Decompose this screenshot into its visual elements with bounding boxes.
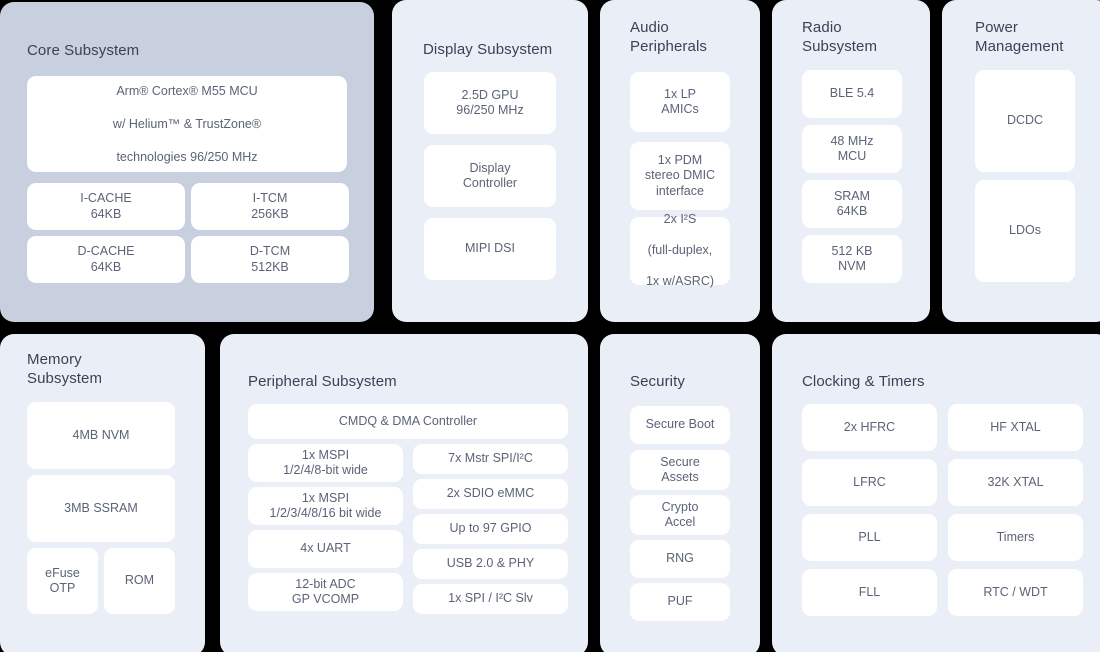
panel-title-core-subsystem: Core Subsystem — [27, 42, 140, 59]
card-efuse-otp: eFuse OTP — [27, 548, 98, 614]
card-mcu-line-3: technologies 96/250 MHz — [116, 149, 258, 164]
card-timers: Timers — [948, 514, 1083, 561]
card-mcu-line-2: w/ Helium™ & TrustZone® — [112, 116, 262, 131]
card-rtc-wdt: RTC / WDT — [948, 569, 1083, 616]
panel-radio-subsystem: Radio Subsystem BLE 5.4 48 MHz MCU SRAM … — [772, 0, 930, 322]
card-adc-vcomp: 12-bit ADC GP VCOMP — [248, 573, 403, 611]
card-rng: RNG — [630, 540, 730, 578]
card-usb-phy: USB 2.0 & PHY — [413, 549, 568, 579]
card-d-cache: D-CACHE 64KB — [27, 236, 185, 283]
card-4mb-nvm: 4MB NVM — [27, 402, 175, 469]
panel-title-power-management: Power Management — [975, 19, 1064, 55]
panel-title-security: Security — [630, 373, 685, 390]
card-sdio-emmc: 2x SDIO eMMC — [413, 479, 568, 509]
panel-peripheral-subsystem: Peripheral Subsystem CMDQ & DMA Controll… — [220, 334, 588, 652]
card-pdm-dmic: 1x PDM stereo DMIC interface — [630, 142, 730, 210]
card-arm-cortex-m55-mcu: Arm® Cortex® M55 MCU w/ Helium™ & TrustZ… — [27, 76, 347, 172]
panel-security: Security Secure Boot Secure Assets Crypt… — [600, 334, 760, 652]
panel-title-clocking-timers: Clocking & Timers — [802, 373, 925, 390]
card-ble: BLE 5.4 — [802, 70, 902, 118]
panel-title-radio-subsystem: Radio Subsystem — [802, 19, 878, 55]
card-spi-i2c-slave: 1x SPI / I²C Slv — [413, 584, 568, 614]
card-pll: PLL — [802, 514, 937, 561]
card-mcu-line-1: Arm® Cortex® M55 MCU — [116, 83, 258, 98]
card-cmdq-dma-controller: CMDQ & DMA Controller — [248, 404, 568, 439]
card-32k-xtal: 32K XTAL — [948, 459, 1083, 506]
card-secure-assets: Secure Assets — [630, 450, 730, 490]
card-fll: FLL — [802, 569, 937, 616]
card-d-tcm: D-TCM 512KB — [191, 236, 349, 283]
panel-title-peripheral-subsystem: Peripheral Subsystem — [248, 373, 397, 390]
card-lp-amics: 1x LP AMICs — [630, 72, 730, 132]
card-hfrc: 2x HFRC — [802, 404, 937, 451]
card-48mhz-mcu: 48 MHz MCU — [802, 125, 902, 173]
card-mipi-dsi: MIPI DSI — [424, 218, 556, 280]
card-3mb-ssram: 3MB SSRAM — [27, 475, 175, 542]
card-puf: PUF — [630, 583, 730, 621]
card-gpu: 2.5D GPU 96/250 MHz — [424, 72, 556, 134]
panel-power-management: Power Management DCDC LDOs — [942, 0, 1100, 322]
card-dcdc: DCDC — [975, 70, 1075, 172]
card-mstr-spi-i2c: 7x Mstr SPI/I²C — [413, 444, 568, 474]
panel-title-memory-subsystem: Memory Subsystem — [27, 351, 103, 387]
panel-title-display-subsystem: Display Subsystem — [423, 41, 553, 58]
card-i-tcm: I-TCM 256KB — [191, 183, 349, 230]
panel-core-subsystem: Core Subsystem Arm® Cortex® M55 MCU w/ H… — [0, 2, 374, 322]
card-rom: ROM — [104, 548, 175, 614]
card-uart: 4x UART — [248, 530, 403, 568]
card-gpio: Up to 97 GPIO — [413, 514, 568, 544]
panel-clocking-timers: Clocking & Timers 2x HFRC LFRC PLL FLL H… — [772, 334, 1100, 652]
card-i2s: 2x I²S (full-duplex, 1x w/ASRC) — [630, 212, 730, 288]
card-secure-boot: Secure Boot — [630, 406, 730, 444]
card-i2s-line-1: 2x I²S — [663, 212, 697, 227]
card-mspi-8bit: 1x MSPI 1/2/4/8-bit wide — [248, 444, 403, 482]
card-radio-sram: SRAM 64KB — [802, 180, 902, 228]
panel-display-subsystem: Display Subsystem 2.5D GPU 96/250 MHz Di… — [392, 0, 588, 322]
card-i2s-line-3: 1x w/ASRC) — [645, 274, 715, 289]
card-ldos: LDOs — [975, 180, 1075, 282]
card-i-cache: I-CACHE 64KB — [27, 183, 185, 230]
card-crypto-accel: Crypto Accel — [630, 495, 730, 535]
card-mspi-16bit: 1x MSPI 1/2/3/4/8/16 bit wide — [248, 487, 403, 525]
card-display-controller: Display Controller — [424, 145, 556, 207]
card-radio-nvm: 512 KB NVM — [802, 235, 902, 283]
panel-audio-peripherals: Audio Peripherals 1x LP AMICs 1x PDM ste… — [600, 0, 760, 322]
card-i2s-line-2: (full-duplex, — [647, 243, 713, 258]
panel-title-audio-peripherals: Audio Peripherals — [630, 19, 707, 55]
panel-memory-subsystem: Memory Subsystem 4MB NVM 3MB SSRAM eFuse… — [0, 334, 205, 652]
card-hf-xtal: HF XTAL — [948, 404, 1083, 451]
card-lfrc: LFRC — [802, 459, 937, 506]
